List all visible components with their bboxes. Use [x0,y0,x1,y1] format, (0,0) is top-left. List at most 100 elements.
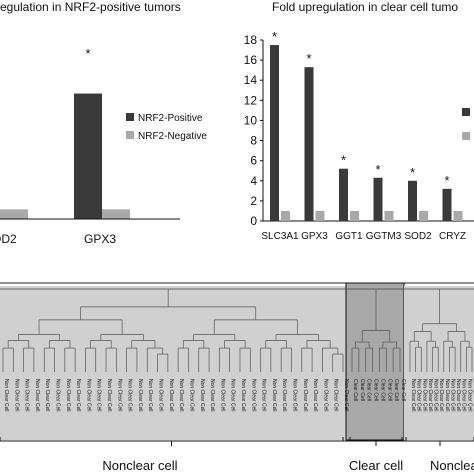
leaf-label: Non Clear Cell [466,379,472,412]
leaf-label: Clear Cell [366,379,372,401]
leaf-label: Non Clear Cell [421,379,427,412]
leaf-label: Non Clear Cell [3,379,9,412]
leaf-label: Non Clear Cell [168,379,174,412]
leaf-label: Non Clear Cell [13,379,19,412]
cluster-box-nonclear-2 [404,286,474,440]
significance-star: * [341,153,346,168]
bar-clear-cell-upregulated [270,45,279,222]
leaf-label: Non Clear Cell [219,379,225,412]
bar-clear-cell-upregulated [339,168,348,221]
panel2-x-tick-label: GGT1 [335,231,363,242]
cluster-box-clear-cell [345,282,405,441]
bar-nrf2-positive [74,93,102,219]
panel2-y-tick-label: 4 [250,174,257,188]
panel2-y-tick-label: 8 [250,134,257,148]
leaf-label: Clear Cell [379,379,385,401]
leaf-label: Non Clear Cell [188,379,194,412]
bar-clear-cell-control [315,210,325,221]
leaf-label: Non Clear Cell [410,379,416,412]
significance-star: * [410,165,415,180]
cluster-box-nonclear-1 [0,286,346,440]
panel2-x-tick-label: SLC3A1 [261,231,299,242]
leaf-label: Non Clear Cell [427,379,433,412]
leaf-label: Non Clear Cell [416,379,422,412]
panel1-tick-label: GPX3 [84,232,116,246]
panel2-x-tick-label: GPX3 [301,231,328,242]
significance-star: * [375,162,380,177]
leaf-label: Non Clear Cell [75,379,81,412]
group-label-nonclear-2: Nonclea [430,458,474,473]
panel1-title: regulation in NRF2-positive tumors [0,0,181,14]
leaf-label: Non Clear Cell [433,379,439,412]
leaf-label: Non Clear Cell [250,379,256,412]
significance-star: * [306,51,311,66]
panel2-y-tick-label: 2 [250,194,257,208]
panel2-y-tick-label: 14 [244,73,258,87]
panel2-y-tick-label: 18 [244,33,258,47]
significance-star: * [272,29,277,44]
leaf-label: Non Clear Cell [271,379,277,412]
leaf-label: Non Clear Cell [322,379,328,412]
leaf-label: Non Clear Cell [281,379,287,412]
leaf-label: Non Clear Cell [199,379,205,412]
bar-clear-cell-upregulated [373,177,383,221]
leaf-label: Clear Cell [393,379,399,401]
leaf-label: Non Clear Cell [343,379,349,412]
bar-clear-cell-control [350,210,359,221]
leaf-label: Non Clear Cell [209,379,215,412]
panel2-y-tick-label: 0 [250,214,257,228]
leaf-label: Non Clear Cell [333,379,339,412]
panel2-y-tick-label: 16 [244,53,258,67]
leaf-label: Non Clear Cell [240,379,246,412]
leaf-label: Non Clear Cell [444,379,450,412]
leaf-label: Non Clear Cell [34,379,40,412]
panel2-x-tick-label: SOD2 [404,231,432,242]
bar-clear-cell-upregulated [408,180,417,221]
leaf-label: Non Clear Cell [147,379,153,412]
legend-label-positive: NRF2-Positive [138,113,203,124]
leaf-label: Non Clear Cell [230,379,236,412]
legend-swatch-negative [126,131,134,139]
leaf-label: Non Clear Cell [472,379,474,412]
panel2-x-tick-label: CRYZ [439,231,466,242]
legend-swatch-positive [126,113,134,121]
panel2-title: Fold upregulation in clear cell tumo [272,0,458,14]
bar-clear-cell-control [281,210,290,221]
leaf-label: Non Clear Cell [158,379,164,412]
leaf-label: Clear Cell [352,379,358,401]
panel2-y-tick-label: 12 [244,93,258,107]
leaf-label: Non Clear Cell [461,379,467,412]
bar-clear-cell-control [419,210,428,221]
leaf-label: Non Clear Cell [44,379,50,412]
leaf-label: Non Clear Cell [178,379,184,412]
bar-nrf2-negative [102,209,130,219]
leaf-label: Clear Cell [386,379,392,401]
leaf-label: Non Clear Cell [455,379,461,412]
leaf-label: Non Clear Cell [65,379,71,412]
leaf-label: Non Clear Cell [24,379,30,412]
leaf-label: Non Clear Cell [85,379,91,412]
leaf-label: Non Clear Cell [106,379,112,412]
panel2-y-tick-label: 10 [244,113,258,127]
leaf-label: Non Clear Cell [261,379,267,412]
legend-label-negative: NRF2-Negative [138,131,207,142]
leaf-label: Non Clear Cell [137,379,143,412]
leaf-label: Clear Cell [373,379,379,401]
legend-swatch-light [462,132,470,140]
bar-clear-cell-upregulated [304,67,314,222]
leaf-label: Clear Cell [359,379,365,401]
leaf-label: Clear Cell [400,379,406,401]
bar-nrf2-negative [0,209,28,219]
leaf-label: Non Clear Cell [96,379,102,412]
leaf-label: Non Clear Cell [116,379,122,412]
leaf-label: Non Clear Cell [302,379,308,412]
leaf-label: Non Clear Cell [55,379,61,412]
bar-clear-cell-upregulated [442,188,452,221]
legend-swatch-dark [462,108,470,116]
significance-star: * [444,173,449,188]
panel1-star: * [85,46,90,61]
leaf-label: Non Clear Cell [312,379,318,412]
group-label-clear: Clear cell [349,458,403,473]
panel1-tick-label: OD2 [0,232,17,246]
